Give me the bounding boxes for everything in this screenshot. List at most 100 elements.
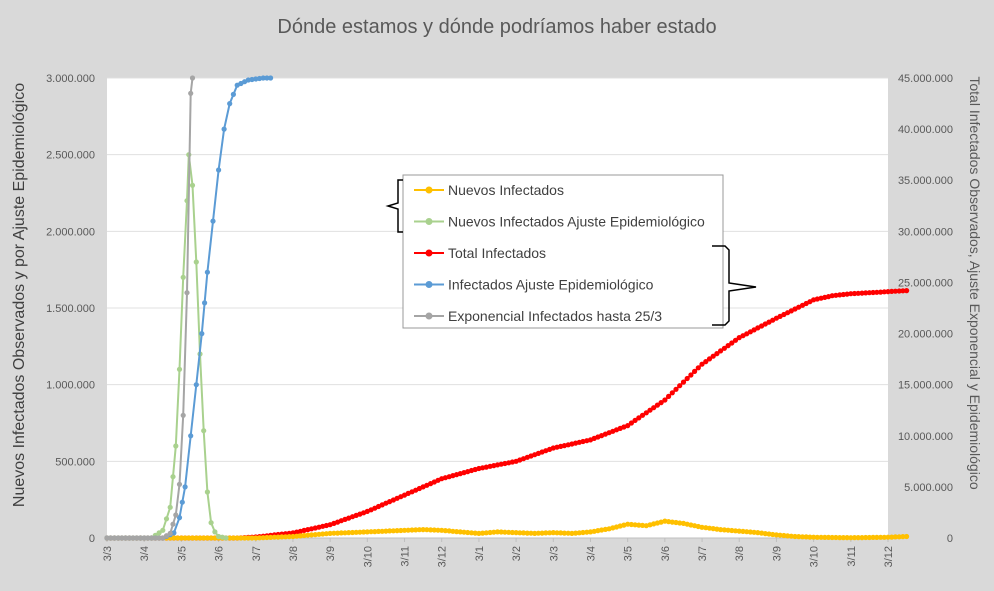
data-point <box>885 289 891 295</box>
data-point <box>435 527 441 533</box>
data-point <box>859 290 865 296</box>
data-point <box>900 534 906 540</box>
data-point <box>361 529 367 535</box>
data-point <box>866 290 873 296</box>
data-point <box>379 528 385 534</box>
data-point <box>308 532 315 538</box>
data-point <box>736 528 742 534</box>
data-point <box>450 528 456 534</box>
data-point <box>173 512 179 518</box>
y-left-tick-label: 500.000 <box>55 456 95 468</box>
data-point <box>848 535 854 541</box>
data-point <box>543 530 549 536</box>
data-point <box>249 535 255 541</box>
data-point <box>878 534 884 540</box>
data-point <box>115 535 121 541</box>
data-point <box>409 527 415 533</box>
x-tick-label: 3/10 <box>362 546 374 567</box>
data-point <box>892 288 899 294</box>
data-point <box>799 534 806 540</box>
y-right-tick-label: 15.000.000 <box>898 380 953 392</box>
data-point <box>870 289 876 296</box>
data-point <box>264 75 270 81</box>
x-tick-label: 3/12 <box>437 546 449 567</box>
data-point <box>848 291 854 297</box>
data-point <box>197 535 203 541</box>
data-point <box>796 534 802 540</box>
data-point <box>346 530 352 536</box>
x-tick-label: 3/7 <box>251 546 263 561</box>
data-point <box>156 535 162 541</box>
data-point <box>242 535 248 541</box>
legend-item: Infectados Ajuste Epidemiológico <box>414 277 654 293</box>
data-point <box>208 535 214 541</box>
data-point <box>238 535 244 541</box>
data-point <box>639 522 646 529</box>
y-right-tick-label: 45.000.000 <box>898 73 953 85</box>
legend: Nuevos Infectados Nuevos Infectados Ajust… <box>385 174 757 329</box>
data-point <box>204 535 210 541</box>
data-point <box>279 534 285 540</box>
y-left-tick-label: 2.500.000 <box>46 150 95 162</box>
data-point <box>216 167 222 173</box>
x-tick-label: 3/5 <box>623 546 635 561</box>
data-point <box>855 290 861 296</box>
y-right-tick-label: 5.000.000 <box>904 482 953 494</box>
data-point <box>833 534 839 541</box>
data-point <box>227 535 233 541</box>
data-point <box>268 75 274 81</box>
data-point <box>390 528 396 534</box>
data-point <box>535 530 542 536</box>
legend-bracket-left <box>385 179 403 233</box>
data-point <box>863 534 869 541</box>
data-point <box>108 535 114 541</box>
x-tick-label: 3/8 <box>734 546 746 561</box>
data-point <box>881 289 887 295</box>
data-point <box>111 535 117 541</box>
y-axis-left-title: Nuevos Infectados Observados y por Ajust… <box>11 83 28 507</box>
data-point <box>818 534 824 540</box>
y-axis-right: 0 5.000.000 10.000.000 15.000.000 20.000.000… <box>898 73 953 545</box>
data-point <box>176 366 183 372</box>
data-point <box>176 481 183 487</box>
data-point <box>189 75 196 81</box>
data-point <box>892 534 899 540</box>
data-point <box>141 535 147 541</box>
data-point <box>170 474 176 480</box>
data-point <box>398 527 404 534</box>
data-point <box>874 534 880 541</box>
legend-marker <box>425 218 433 225</box>
data-point <box>268 534 274 541</box>
data-point <box>178 535 184 541</box>
data-point <box>558 530 564 536</box>
data-point <box>184 290 190 296</box>
data-point <box>658 400 664 406</box>
data-point <box>405 527 411 533</box>
legend-item: Nuevos Infectados <box>414 182 564 198</box>
data-point <box>163 533 170 539</box>
data-point <box>851 290 858 297</box>
x-tick-label: 3/6 <box>214 546 226 561</box>
data-point <box>677 520 683 526</box>
data-point <box>364 529 370 535</box>
data-point <box>401 527 408 533</box>
x-tick-label: 3/5 <box>176 546 188 561</box>
data-point <box>502 529 508 535</box>
data-point <box>699 524 705 530</box>
data-point <box>550 530 556 536</box>
data-point <box>721 345 728 351</box>
data-point <box>811 534 817 540</box>
legend-marker <box>425 312 433 320</box>
data-point <box>684 375 690 382</box>
data-point <box>186 535 192 541</box>
data-point <box>134 535 140 541</box>
data-point <box>130 535 136 541</box>
data-point <box>152 535 158 541</box>
data-point <box>706 356 713 362</box>
y-right-tick-label: 30.000.000 <box>898 226 953 238</box>
data-point <box>201 535 207 541</box>
data-point <box>123 535 129 541</box>
data-point <box>188 90 194 96</box>
data-point <box>803 534 809 540</box>
